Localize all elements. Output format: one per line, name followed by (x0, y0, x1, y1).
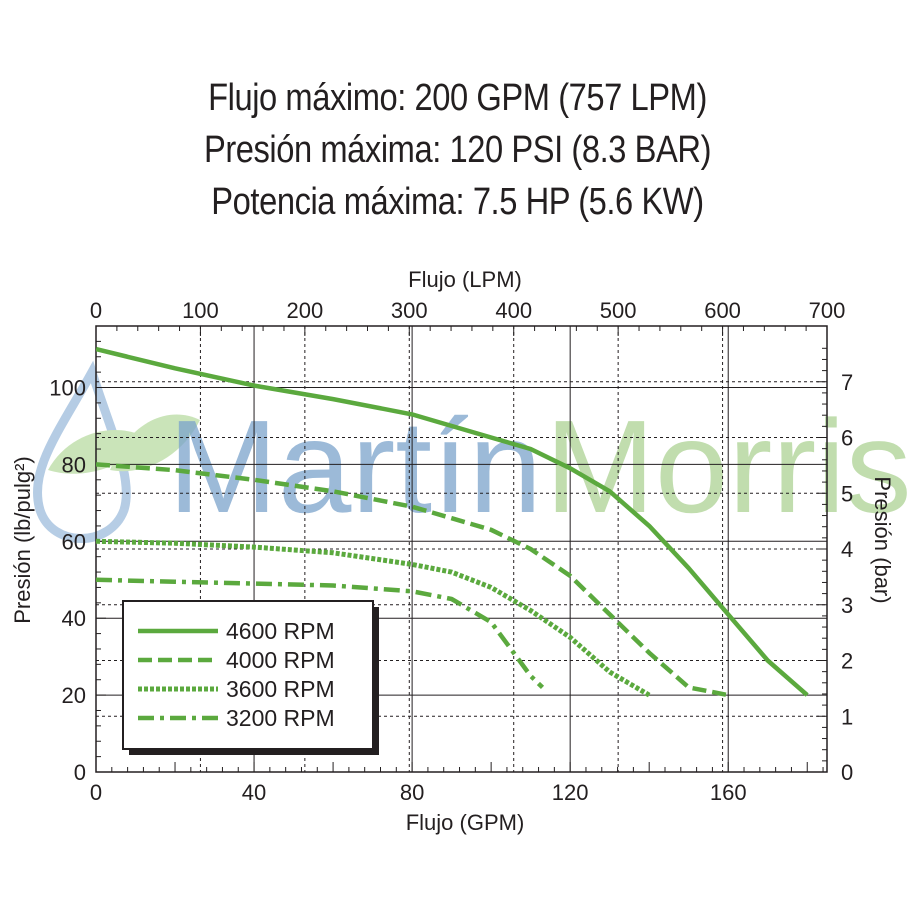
spec-max-flow: Flujo máximo: 200 GPM (757 LPM) (208, 77, 707, 119)
y-right-tick-label: 4 (841, 537, 853, 562)
legend-label: 3200 RPM (226, 705, 335, 731)
y-right-tick-label: 0 (841, 760, 853, 785)
y-right-tick-label: 5 (841, 481, 853, 506)
x-tick-label: 80 (400, 780, 424, 805)
watermark-logo-icon (32, 360, 200, 543)
y-tick-label: 60 (62, 529, 86, 554)
x-top-tick-label: 600 (704, 298, 741, 323)
y-right-tick-label: 2 (841, 649, 853, 674)
x-axis-top-title: Flujo (LPM) (408, 267, 522, 292)
y-tick-label: 40 (62, 606, 86, 631)
x-top-tick-label: 400 (495, 298, 532, 323)
y-axis-title: Presión (lb/pulg²) (10, 456, 35, 624)
y-right-tick-label: 3 (841, 593, 853, 618)
y-axis-right-title: Presión (bar) (870, 476, 895, 603)
legend-label: 4600 RPM (226, 618, 335, 644)
y-tick-label: 100 (49, 376, 86, 401)
spec-max-power: Potencia máxima: 7.5 HP (5.6 KW) (211, 181, 704, 223)
series-layer (96, 346, 809, 698)
series-line-4000-rpm (96, 462, 729, 698)
x-top-tick-label: 700 (809, 298, 846, 323)
x-axis-title: Flujo (GPM) (406, 810, 525, 835)
specifications: Flujo máximo: 200 GPM (757 LPM) Presión … (0, 72, 915, 228)
y-right-tick-label: 6 (841, 426, 853, 451)
legend-label: 3600 RPM (226, 676, 335, 702)
x-tick-label: 40 (242, 780, 266, 805)
series-line-4600-rpm (96, 346, 809, 697)
y-right-tick-label: 7 (841, 370, 853, 395)
legend-label: 4000 RPM (226, 647, 335, 673)
spec-max-pressure: Presión máxima: 120 PSI (8.3 BAR) (203, 129, 712, 171)
legend: 4600 RPM 4000 RPM 3600 RPM 3200 RPM (122, 600, 379, 755)
x-top-tick-label: 100 (182, 298, 219, 323)
x-top-tick-label: 500 (600, 298, 637, 323)
x-tick-label: 120 (552, 780, 589, 805)
series-line-3600-rpm (96, 538, 651, 698)
x-top-tick-label: 300 (391, 298, 428, 323)
x-tick-label: 0 (90, 780, 102, 805)
x-tick-label: 160 (710, 780, 747, 805)
y-tick-label: 20 (62, 683, 86, 708)
series-line-3200-rpm (96, 577, 545, 690)
legend-box (122, 600, 374, 750)
y-tick-label: 0 (74, 760, 86, 785)
y-tick-label: 80 (62, 452, 86, 477)
plot-frame (95, 325, 828, 773)
watermark: Martín Morris (32, 360, 912, 543)
y-right-tick-label: 1 (841, 704, 853, 729)
watermark-text-1: Martín (168, 393, 542, 540)
x-top-tick-label: 0 (90, 298, 102, 323)
x-top-tick-label: 200 (286, 298, 323, 323)
